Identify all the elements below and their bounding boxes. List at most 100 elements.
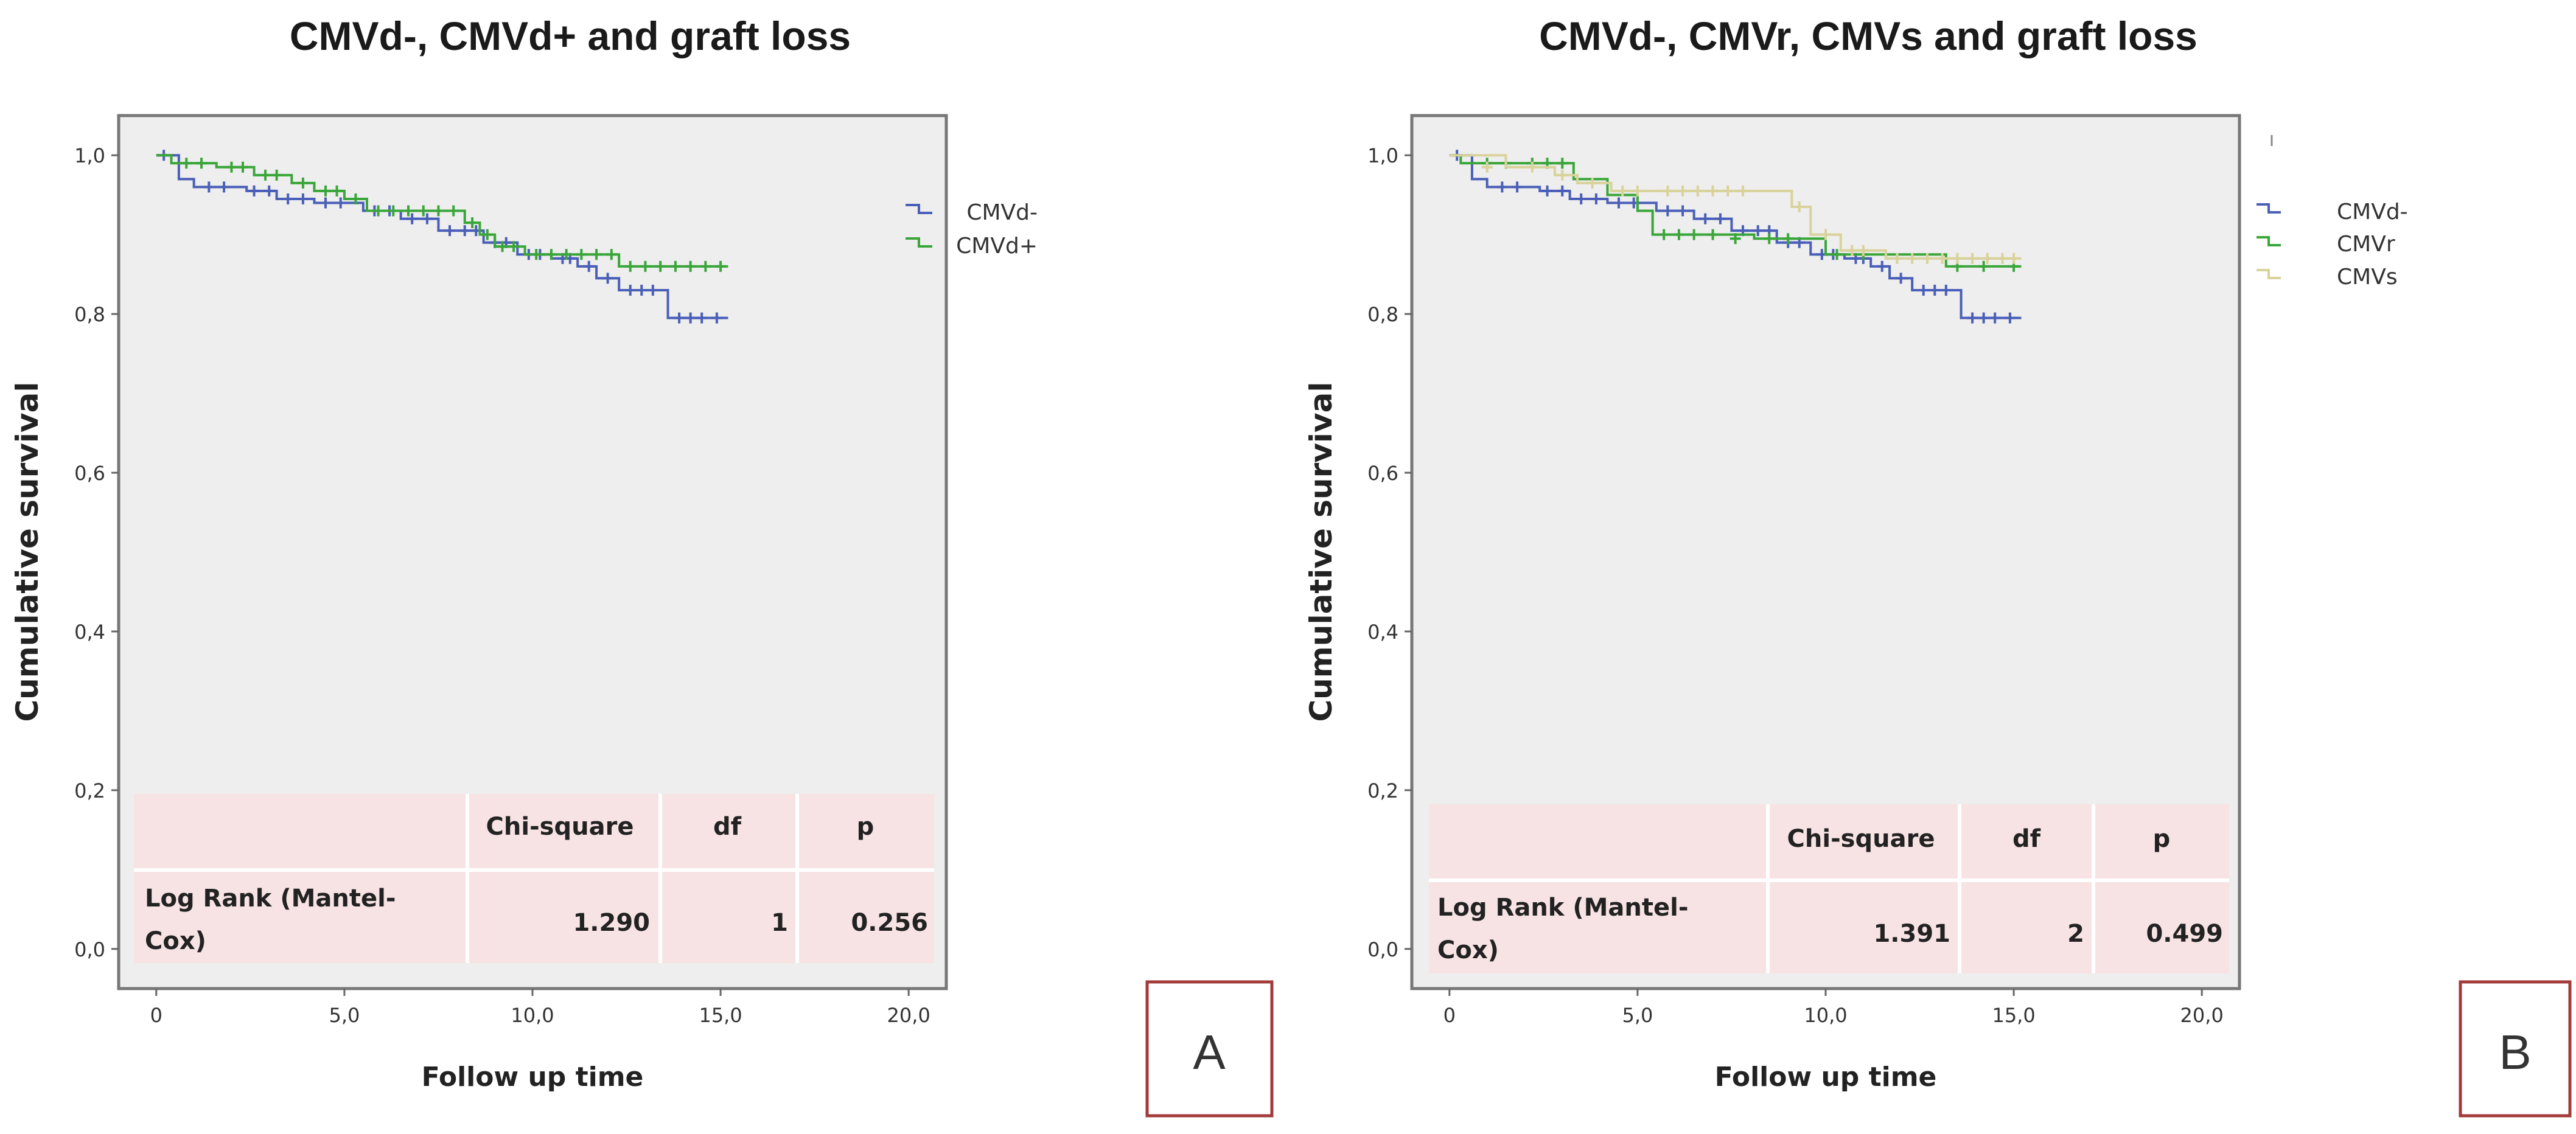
y-tick-label: 0,8 (74, 303, 105, 326)
y-tick-label: 0,4 (74, 621, 105, 644)
censor-mark-cmvs (1967, 252, 1978, 264)
y-tick-label: 0,6 (1367, 462, 1398, 485)
censor-mark-cmvd-plus (417, 205, 429, 217)
censor-mark-cmvd-minus (1989, 312, 2001, 324)
table-row-label-line2: Cox) (145, 927, 206, 955)
censor-mark-cmvs (1737, 185, 1748, 197)
y-axis-b: 0,0 0,2 0,4 0,6 0,8 1,0 (1367, 144, 1412, 961)
censor-mark-cmvd-plus (260, 169, 271, 181)
censor-mark-cmvd-minus (1714, 213, 1726, 224)
censor-mark-cmvd-minus (1590, 193, 1602, 204)
censor-mark-cmvd-plus (685, 260, 696, 272)
censor-mark-cmvd-minus (711, 312, 722, 324)
table-header-p: p (2153, 825, 2171, 853)
table-cell-p: 0.256 (851, 909, 928, 937)
x-tick-label: 20,0 (2180, 1004, 2224, 1027)
censor-mark-cmvd-minus (685, 312, 696, 324)
censor-mark-cmvd-plus (624, 260, 636, 272)
censor-mark-cmvd-minus (1700, 213, 1711, 224)
censor-mark-cmvd-minus (1752, 225, 1764, 237)
censor-mark-cmvd-plus (715, 260, 727, 272)
table-row-label-line1: Log Rank (Mantel- (145, 885, 396, 913)
table-header-chi-square: Chi-square (1787, 825, 1935, 853)
censor-mark-cmvs (2008, 252, 2020, 264)
censor-mark-cmvd-minus (320, 197, 331, 209)
censor-mark-cmvd-plus (481, 229, 493, 240)
table-cell-df: 1 (771, 909, 788, 937)
censor-mark-cmvd-plus (237, 161, 248, 173)
censor-mark-cmvd-plus (271, 169, 282, 181)
y-axis-label-b: Cumulative survival (1304, 381, 1339, 722)
censor-mark-cmvd-plus (331, 185, 343, 197)
censor-mark-cmvd-plus (350, 193, 361, 204)
table-header-chi-square: Chi-square (486, 813, 634, 841)
censor-mark-cmvs (1997, 252, 2008, 264)
table-header-df: df (2012, 825, 2041, 853)
censor-mark-cmvd-plus (640, 260, 651, 272)
censor-mark-cmvd-minus (624, 285, 636, 296)
censor-mark-cmvd-minus (203, 181, 215, 193)
censor-mark-cmvs (1921, 252, 1933, 264)
censor-mark-cmvd-plus (700, 260, 711, 272)
legend-a: CMVd- CMVd+ (906, 200, 1038, 259)
table-cell-p: 0.499 (2146, 920, 2223, 948)
censor-mark-cmvs (1692, 185, 1703, 197)
censor-mark-cmvd-minus (602, 273, 613, 284)
censor-mark-cmvd-minus (583, 260, 595, 272)
censor-mark-cmvd-plus (226, 161, 237, 173)
censor-mark-cmvr (1764, 233, 1775, 245)
panel-b: CMVd-, CMVr, CMVs and graft loss 0,0 0,2 0… (1304, 13, 2572, 1118)
censor-mark-cmvd-plus (531, 249, 542, 260)
y-tick-label: 0,0 (74, 938, 105, 961)
censor-mark-cmvd-plus (297, 177, 309, 189)
y-axis-a: 0,0 0,2 0,4 0,6 0,8 1,0 (74, 144, 119, 961)
censor-mark-cmvd-minus (636, 285, 647, 296)
censor-mark-cmvd-minus (1876, 260, 1888, 272)
censor-mark-cmvd-minus (674, 312, 685, 324)
x-tick-label: 5,0 (1622, 1004, 1653, 1027)
panel-label-b: B (2459, 980, 2572, 1118)
censor-mark-cmvr (1978, 260, 1989, 272)
censor-mark-cmvd-plus (669, 260, 681, 272)
censor-mark-cmvd-plus (606, 249, 617, 260)
legend-swatch (906, 237, 932, 248)
x-tick-label: 0 (150, 1004, 162, 1027)
censor-mark-cmvd-minus (1918, 285, 1929, 296)
censor-mark-cmvd-plus (655, 260, 666, 272)
y-tick-label: 0,0 (1367, 938, 1398, 961)
censor-mark-cmvd-plus (372, 205, 384, 217)
censor-mark-cmvd-plus (433, 205, 444, 217)
y-tick-label: 1,0 (1367, 144, 1398, 167)
censor-mark-cmvd-plus (181, 158, 192, 169)
chart-title-b: CMVd-, CMVr, CMVs and graft loss (1539, 13, 2197, 58)
legend-label: CMVd- (2337, 200, 2408, 224)
survival-curve-cmvd-minus (1449, 154, 2022, 319)
panel-letter: A (1193, 1025, 1226, 1079)
censor-mark-cmvd-minus (264, 185, 275, 197)
legend-swatch (906, 204, 932, 214)
censor-mark-cmvd-minus (218, 181, 230, 193)
panel-letter: B (2499, 1025, 2531, 1079)
censor-mark-cmvd-minus (421, 213, 433, 224)
censor-mark-cmvs (1586, 177, 1598, 189)
censor-mark-cmvd-plus (467, 217, 478, 229)
legend-swatch (2257, 203, 2281, 214)
censor-mark-cmvr (1688, 229, 1700, 240)
censor-mark-cmvr (1707, 229, 1719, 240)
censor-mark-cmvd-minus (1967, 312, 1978, 324)
survival-curve-cmvd-minus (156, 154, 728, 319)
table-row-label-line2: Cox) (1437, 936, 1499, 964)
censor-mark-cmvd-minus (297, 193, 309, 204)
legend-item-cmvr-b: CMVr (2257, 232, 2395, 257)
censor-mark-cmvd-minus (2004, 312, 2016, 324)
censor-mark-cmvr (1782, 233, 1794, 245)
censor-mark-cmvd-minus (1895, 273, 1907, 284)
y-axis-label-a: Cumulative survival (10, 381, 45, 722)
censor-mark-cmvd-plus (545, 249, 557, 260)
x-axis-label-b: Follow up time (1715, 1062, 1937, 1093)
censor-mark-cmvd-plus (508, 241, 520, 252)
legend-item-cmvs-b: CMVs (2257, 265, 2398, 290)
y-tick-label: 0,2 (1367, 779, 1398, 802)
censor-mark-cmvs (1677, 185, 1689, 197)
